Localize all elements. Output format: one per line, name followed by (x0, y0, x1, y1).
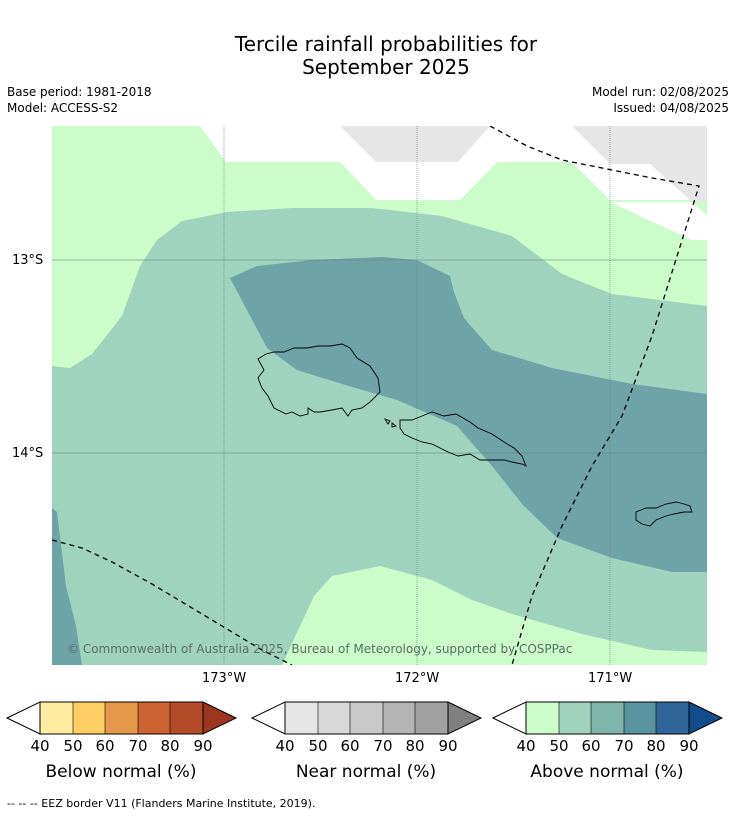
above-tick-60: 60 (581, 737, 601, 755)
above-40-region-south (282, 566, 707, 665)
lon-tick-172w: 172°W (395, 671, 440, 686)
model-run: Model run: 02/08/2025 (591, 85, 729, 99)
near-normal-label: Near normal (%) (295, 762, 437, 782)
eez-border-south (52, 539, 293, 665)
below-normal-colorbar (6, 701, 238, 735)
below-tick-50: 50 (63, 737, 83, 755)
colorbar-arrow-left (492, 701, 527, 735)
eez-border-east (489, 126, 700, 665)
below-tick-90: 90 (193, 737, 213, 755)
above-tick-90: 90 (679, 737, 699, 755)
colorbar-arrow-left (6, 701, 41, 735)
above-tick-70: 70 (614, 737, 634, 755)
above-normal-colorbar (492, 701, 724, 735)
below-tick-60: 60 (95, 737, 115, 755)
tutuila-island (635, 501, 693, 527)
lon-tick-171w: 171°W (588, 671, 633, 686)
below-tick-70: 70 (128, 737, 148, 755)
near-tick-40: 40 (275, 737, 295, 755)
map-copyright: © Commonwealth of Australia 2025, Bureau… (67, 642, 573, 656)
colorbar-arrow-right (688, 701, 724, 735)
manono-islet (383, 418, 391, 425)
above-50-region (52, 208, 707, 665)
model-name: Model: ACCESS-S2 (7, 101, 119, 115)
no-data-area (340, 126, 490, 162)
eez-border-note: -- -- -- EEZ border V11 (Flanders Marine… (7, 797, 316, 810)
above-tick-80: 80 (646, 737, 666, 755)
near-tick-70: 70 (373, 737, 393, 755)
above-tick-50: 50 (549, 737, 569, 755)
below-tick-80: 80 (160, 737, 180, 755)
near-tick-60: 60 (340, 737, 360, 755)
upolu-island (399, 411, 527, 467)
colorbar-arrow-left (251, 701, 286, 735)
chart-title-line2: September 2025 (302, 55, 470, 79)
above-tick-40: 40 (516, 737, 536, 755)
above-normal-label: Above normal (%) (530, 762, 684, 782)
savaii-island (257, 343, 381, 417)
lat-tick-14s: 14°S (12, 446, 44, 461)
rainfall-map (52, 126, 707, 665)
near-normal-colorbar (251, 701, 483, 735)
issued-date: Issued: 04/08/2025 (613, 101, 729, 115)
base-period: Base period: 1981-2018 (7, 85, 152, 99)
below-tick-40: 40 (30, 737, 50, 755)
near-tick-80: 80 (405, 737, 425, 755)
near-tick-90: 90 (438, 737, 458, 755)
lat-tick-13s: 13°S (12, 253, 44, 268)
no-data-area (572, 126, 707, 202)
above-60-region (230, 257, 707, 572)
colorbar-arrow-right (447, 701, 483, 735)
chart-title-line1: Tercile rainfall probabilities for (234, 32, 538, 56)
near-tick-50: 50 (308, 737, 328, 755)
above-60-region-west (52, 508, 82, 665)
lon-tick-173w: 173°W (202, 671, 247, 686)
below-normal-label: Below normal (%) (45, 762, 197, 782)
apolima-islet (391, 422, 398, 428)
colorbar-arrow-right (202, 701, 238, 735)
